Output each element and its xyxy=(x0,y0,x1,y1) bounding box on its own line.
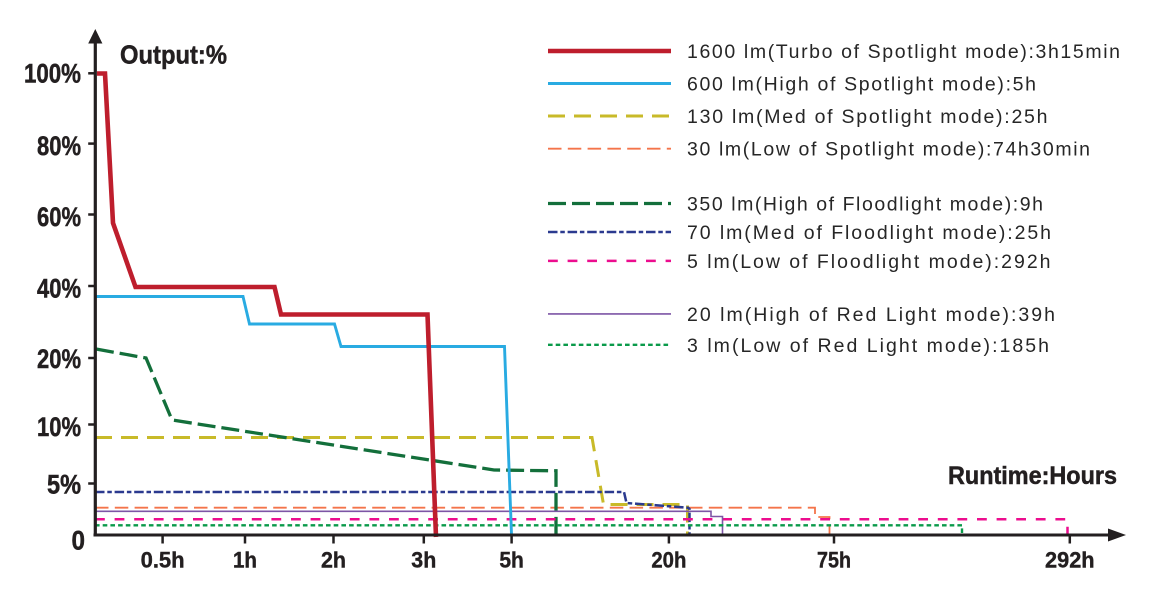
svg-text:5 lm(Low of Floodlight mode):2: 5 lm(Low of Floodlight mode):292h xyxy=(687,251,1051,273)
svg-text:60%: 60% xyxy=(37,202,81,232)
svg-text:100%: 100% xyxy=(24,59,81,89)
svg-text:1600 lm(Turbo of Spotlight mod: 1600 lm(Turbo of Spotlight mode):3h15min xyxy=(687,41,1120,63)
svg-text:2h: 2h xyxy=(321,548,346,573)
svg-text:10%: 10% xyxy=(37,412,81,442)
svg-text:5h: 5h xyxy=(499,548,524,573)
svg-text:0.5h: 0.5h xyxy=(141,548,185,573)
svg-text:292h: 292h xyxy=(1045,548,1095,573)
svg-text:350 lm(High of Floodlight mode: 350 lm(High of Floodlight mode):9h xyxy=(687,194,1043,216)
svg-text:Output:%: Output:% xyxy=(120,40,227,70)
svg-text:600 lm(High of Spotlight mode): 600 lm(High of Spotlight mode):5h xyxy=(687,74,1036,96)
svg-text:3h: 3h xyxy=(411,548,436,573)
svg-text:30 lm(Low of Spotlight mode):7: 30 lm(Low of Spotlight mode):74h30min xyxy=(687,139,1090,161)
svg-text:3 lm(Low of Red Light mode):18: 3 lm(Low of Red Light mode):185h xyxy=(687,335,1049,357)
svg-text:80%: 80% xyxy=(37,131,81,161)
svg-text:1h: 1h xyxy=(233,548,257,573)
svg-text:40%: 40% xyxy=(37,274,81,304)
svg-text:70 lm(Med of Floodlight mode):: 70 lm(Med of Floodlight mode):25h xyxy=(687,222,1051,244)
svg-text:5%: 5% xyxy=(47,470,81,500)
svg-text:Runtime:Hours: Runtime:Hours xyxy=(948,462,1117,490)
svg-text:20h: 20h xyxy=(651,548,686,573)
svg-text:0: 0 xyxy=(72,526,86,556)
svg-text:20 lm(High of Red Light mode):: 20 lm(High of Red Light mode):39h xyxy=(687,304,1055,326)
svg-text:20%: 20% xyxy=(37,344,81,374)
svg-text:75h: 75h xyxy=(817,548,851,573)
